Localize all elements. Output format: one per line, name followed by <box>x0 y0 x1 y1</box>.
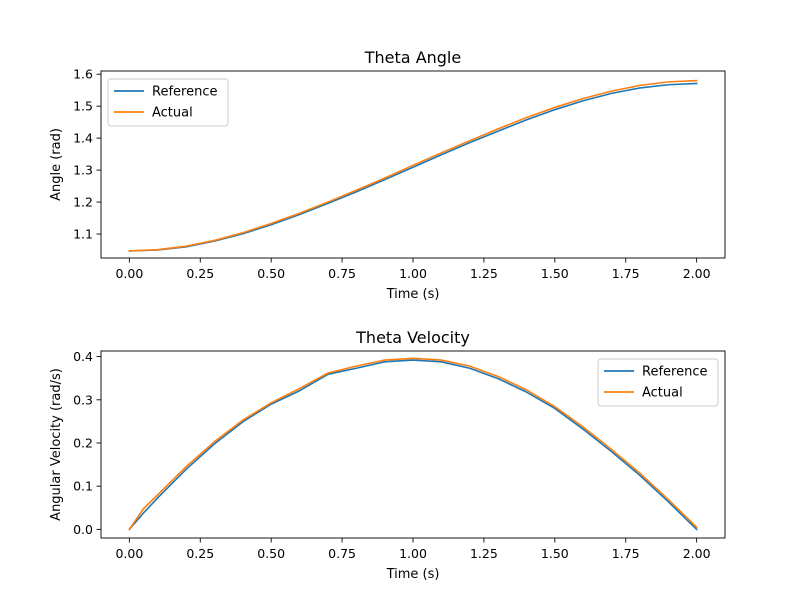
x-tick-label: 0.75 <box>328 546 356 561</box>
y-tick-label: 1.5 <box>73 99 93 114</box>
theta-angle-chart: 0.00 0.25 0.50 0.75 1.00 1.25 1.50 1.75 2.00 1.1 1… <box>49 48 726 302</box>
y-axis-label: Angular Velocity (rad/s) <box>49 368 64 521</box>
x-tick-label: 0.00 <box>115 546 143 561</box>
legend: Reference Actual <box>107 78 229 127</box>
y-tick-label: 0.3 <box>73 392 93 407</box>
y-tick-label: 1.6 <box>73 67 93 82</box>
x-tick-label: 0.50 <box>257 546 285 561</box>
legend-label-actual: Actual <box>642 386 683 401</box>
x-tick-label: 2.00 <box>683 266 711 281</box>
x-tick-label: 0.00 <box>115 266 143 281</box>
x-tick-label: 1.75 <box>612 266 640 281</box>
x-tick-label: 1.25 <box>470 546 498 561</box>
x-tick-label: 1.00 <box>399 266 427 281</box>
x-tick-label: 0.50 <box>257 266 285 281</box>
y-tick-label: 0.4 <box>73 349 93 364</box>
x-tick-label: 1.25 <box>470 266 498 281</box>
y-tick-label: 1.2 <box>73 195 93 210</box>
x-tick-label: 1.00 <box>399 546 427 561</box>
y-tick-label: 0.0 <box>73 522 93 537</box>
series-line-actual <box>128 357 698 531</box>
x-tick-label: 1.50 <box>541 546 569 561</box>
x-axis-label: Time (s) <box>386 287 440 302</box>
y-tick-label: 1.4 <box>73 131 93 146</box>
y-axis-label: Angle (rad) <box>49 128 64 201</box>
x-tick-label: 2.00 <box>683 546 711 561</box>
series-line-reference <box>128 359 698 531</box>
x-axis-label: Time (s) <box>386 567 440 582</box>
x-tick-label: 0.75 <box>328 266 356 281</box>
series-line-actual <box>128 79 698 252</box>
legend: Reference Actual <box>597 358 719 407</box>
x-tick-label: 1.50 <box>541 266 569 281</box>
y-tick-label: 0.1 <box>73 479 93 494</box>
legend-label-actual: Actual <box>152 106 193 121</box>
chart-title: Theta Velocity <box>355 328 470 347</box>
x-tick-label: 0.25 <box>186 266 214 281</box>
theta-velocity-chart: 0.00 0.25 0.50 0.75 1.00 1.25 1.50 1.75 2.00 0.0 0… <box>49 328 726 582</box>
y-tick-label: 0.2 <box>73 435 93 450</box>
chart-title: Theta Angle <box>364 48 461 67</box>
legend-label-reference: Reference <box>152 85 217 100</box>
legend-label-reference: Reference <box>642 365 707 380</box>
y-tick-label: 1.3 <box>73 163 93 178</box>
x-tick-label: 0.25 <box>186 546 214 561</box>
y-tick-label: 1.1 <box>73 227 93 242</box>
x-tick-label: 1.75 <box>612 546 640 561</box>
